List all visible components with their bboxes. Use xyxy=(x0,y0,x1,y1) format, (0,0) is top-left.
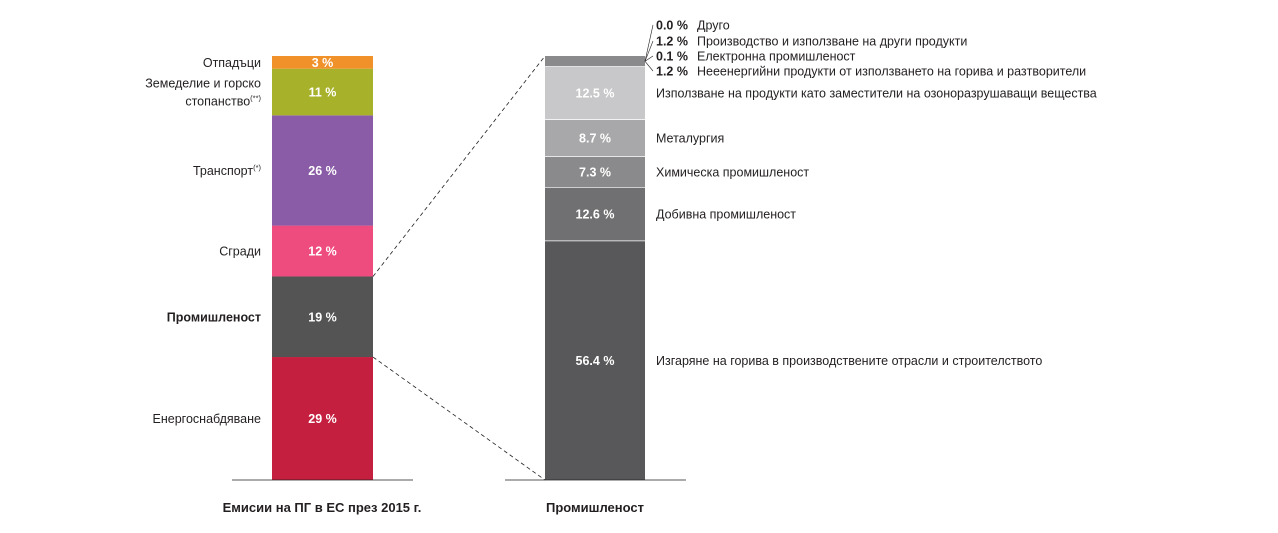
industry-segment-1 xyxy=(545,240,645,480)
bar-segment-6 xyxy=(272,56,373,69)
industry-segment-value-2: 12.6 % xyxy=(576,208,615,222)
segment-value-label-5: 11 % xyxy=(309,86,337,100)
category-label-6: Отпадъци xyxy=(203,56,261,70)
connector-bottom xyxy=(372,356,546,481)
external-leader-line-2 xyxy=(644,55,654,62)
industry-breakdown-annotations: Изгаряне на горива в производствените от… xyxy=(644,19,1097,368)
total-emissions-category-labels: Енергоснабдяване Промишленост Сгради Трансп… xyxy=(145,56,261,426)
segment-value-label-1: 29 % xyxy=(308,412,337,426)
segment-value-label-6: 3 % xyxy=(312,56,334,70)
x-axis-label-industry: Промишленост xyxy=(546,500,644,515)
total-emissions-bar: 29 % 19 % 12 % 26 % 11 % 3 % xyxy=(272,56,373,480)
category-label-2: Промишленост xyxy=(167,310,261,324)
external-label-1: Нееенергийни продукти от използването на… xyxy=(697,65,1086,79)
industry-category-label-3: Химическа промишленост xyxy=(656,165,809,179)
external-value-1: 1.2 % xyxy=(656,65,688,79)
industry-segment-value-1: 56.4 % xyxy=(576,354,615,368)
external-leader-line-4 xyxy=(644,24,654,62)
bar-segment-1 xyxy=(272,357,373,480)
connector-top xyxy=(372,55,546,277)
industry-category-label-1: Изгаряне на горива в производствените от… xyxy=(656,354,1042,368)
industry-segment-value-4: 8.7 % xyxy=(579,132,611,146)
external-leader-line-3 xyxy=(644,40,654,62)
category-label-3: Сгради xyxy=(219,245,261,259)
external-value-4: 0.0 % xyxy=(656,19,688,33)
industry-category-label-2: Добивна промишленост xyxy=(656,208,796,222)
industry-segment-2 xyxy=(545,187,645,241)
external-label-3: Производство и използване на други проду… xyxy=(697,35,967,49)
zoom-connector-lines xyxy=(372,55,546,481)
category-label-1: Енергоснабдяване xyxy=(153,412,262,426)
bar-segment-4 xyxy=(272,115,373,226)
bar-segment-2 xyxy=(272,276,373,358)
industry-segment-3 xyxy=(545,156,645,188)
external-value-2: 0.1 % xyxy=(656,50,688,64)
industry-category-label-5: Използване на продукти като заместители … xyxy=(656,87,1097,101)
industry-segment-5 xyxy=(545,66,645,120)
segment-value-label-3: 12 % xyxy=(308,245,337,259)
category-label-4: Транспорт(*) xyxy=(193,163,262,178)
external-label-4: Друго xyxy=(697,19,730,33)
x-axis-label-total: Емисии на ПГ в ЕС през 2015 г. xyxy=(223,500,422,515)
category-label-5-line2: стопанство(**) xyxy=(185,94,261,109)
segment-value-label-4: 26 % xyxy=(308,164,337,178)
category-label-5: Земеделие и горско xyxy=(145,77,261,91)
industry-segment-value-3: 7.3 % xyxy=(579,165,611,179)
industry-segment-4 xyxy=(545,119,645,157)
external-value-3: 1.2 % xyxy=(656,35,688,49)
external-leader-line-1 xyxy=(644,61,654,72)
industry-breakdown-bar: 56.4 % 12.6 % 7.3 % 8.7 % 12.5 % xyxy=(545,56,645,480)
bar-segment-5 xyxy=(272,68,373,116)
segment-value-label-2: 19 % xyxy=(308,310,337,324)
industry-segment-other-combined xyxy=(545,56,645,67)
bar-segment-3 xyxy=(272,225,373,277)
external-label-2: Електронна промишленост xyxy=(697,50,856,64)
industry-category-label-4: Металургия xyxy=(656,132,724,146)
industry-segment-value-5: 12.5 % xyxy=(576,87,615,101)
